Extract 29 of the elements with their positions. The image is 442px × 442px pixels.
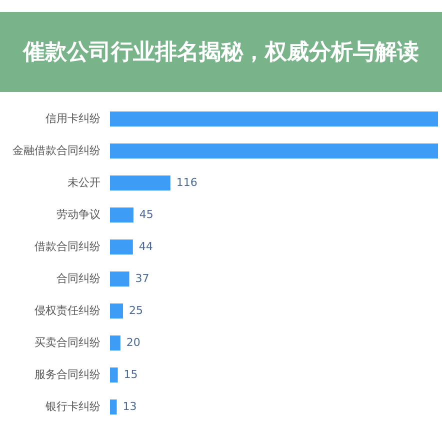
bar bbox=[110, 239, 133, 255]
y-tick-label: 借款合同纠纷 bbox=[34, 240, 100, 253]
y-tick-label: 合同纠纷 bbox=[56, 272, 100, 285]
bar bbox=[110, 175, 170, 191]
data-label: 13 bbox=[122, 400, 137, 413]
y-tick-label: 信用卡纠纷 bbox=[46, 112, 100, 125]
bar bbox=[110, 367, 118, 383]
data-label: 20 bbox=[126, 336, 140, 349]
y-tick-label: 银行卡纠纷 bbox=[44, 400, 100, 413]
bar bbox=[110, 207, 134, 223]
data-label: 15 bbox=[124, 368, 138, 381]
y-tick-label: 买卖合同纠纷 bbox=[34, 336, 100, 349]
data-label: 45 bbox=[139, 208, 154, 221]
data-label: 116 bbox=[176, 176, 198, 189]
bar bbox=[110, 143, 438, 159]
y-tick-label: 未公开 bbox=[68, 176, 100, 189]
data-label: 44 bbox=[138, 240, 153, 253]
y-tick-label: 侵权责任纠纷 bbox=[34, 304, 100, 317]
data-label: 25 bbox=[129, 304, 144, 317]
data-label: 37 bbox=[135, 272, 150, 285]
bar bbox=[110, 303, 124, 319]
bar bbox=[110, 335, 120, 351]
bar bbox=[110, 271, 130, 287]
y-tick-label: 服务合同纠纷 bbox=[34, 368, 100, 381]
bar bbox=[110, 111, 438, 127]
y-tick-label: 金融借款合同纠纷 bbox=[12, 144, 100, 157]
chart-title: 催款公司行业排名揭秘，权威分析与解读 bbox=[22, 40, 419, 65]
y-tick-label: 劳动争议 bbox=[56, 208, 100, 221]
bar bbox=[110, 399, 117, 415]
